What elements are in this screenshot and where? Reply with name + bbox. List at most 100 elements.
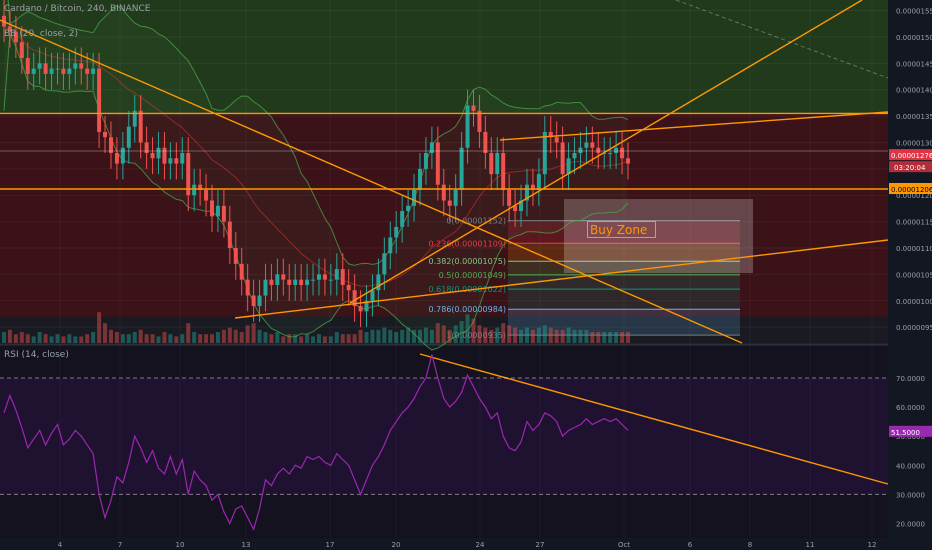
rsi-band-fill: [0, 378, 888, 495]
candle-body: [108, 137, 113, 154]
volume-bar: [542, 325, 547, 343]
candle-body: [388, 237, 393, 254]
candle-body: [180, 153, 185, 164]
candle-body: [263, 279, 268, 296]
volume-bar: [614, 332, 619, 343]
rsi-indicator-label[interactable]: RSI (14, close): [4, 350, 69, 360]
candle-body: [352, 290, 357, 307]
upper-zone-fill: [0, 0, 888, 114]
candle-body: [542, 131, 547, 175]
volume-bar: [596, 332, 601, 343]
bb-upper-line: [7, 0, 629, 266]
volume-bar: [376, 329, 381, 343]
fib-level-label: 0.5(0.00001049): [439, 271, 506, 280]
rsi-tick-label: 40.0000: [896, 462, 925, 470]
time-tick-label: 7: [118, 541, 122, 549]
support-price-badge-text: 0.00001206: [891, 186, 932, 194]
volume-bar: [429, 329, 434, 343]
volume-bar: [406, 327, 411, 343]
volume-bar: [489, 329, 494, 343]
volume-bar: [340, 334, 345, 343]
fib-zone: [508, 243, 740, 262]
candle-body: [150, 153, 155, 159]
trendline: [499, 111, 889, 141]
volume-bar: [495, 327, 500, 343]
volume-bar: [221, 329, 226, 343]
volume-bar: [85, 334, 90, 343]
candle-body: [412, 189, 417, 206]
time-tick-label: 13: [242, 541, 251, 549]
volume-bar: [554, 329, 559, 343]
volume-bar: [358, 329, 363, 343]
candle-body: [483, 131, 488, 154]
volume-bar: [114, 332, 119, 343]
candle-body: [608, 153, 613, 155]
volume-bar: [328, 336, 333, 343]
volume-bar: [162, 332, 167, 343]
candle-body: [394, 226, 399, 238]
volume-bars: [2, 312, 630, 343]
candle-body: [97, 68, 102, 132]
volume-bar: [108, 329, 113, 343]
bb-indicator-label[interactable]: BB (20, close, 2): [4, 29, 79, 39]
volume-bar: [382, 327, 387, 343]
rsi-tick-label: 20.0000: [896, 520, 925, 528]
volume-bar: [275, 332, 280, 343]
buy-zone-box: [564, 199, 753, 273]
volume-bar: [412, 329, 417, 343]
bollinger-bands: [3, 0, 629, 351]
volume-bar: [423, 327, 428, 343]
candle-body: [536, 174, 541, 190]
candle-body: [144, 142, 149, 154]
fib-level-label: 0.786(0.00000984): [429, 305, 507, 314]
rsi-tick-label: 70.0000: [896, 375, 925, 383]
candle-body: [257, 295, 262, 307]
candle-body: [435, 142, 440, 185]
rsi-line: [3, 354, 629, 531]
trendline: [234, 239, 889, 319]
volume-bar: [103, 323, 108, 343]
candle-body: [328, 279, 333, 281]
candle-body: [471, 105, 476, 111]
volume-bar: [269, 334, 274, 343]
fib-zone: [508, 309, 740, 336]
candle-body: [204, 189, 209, 201]
grid-layer: [0, 10, 888, 328]
candle-body: [441, 184, 446, 201]
rsi-tick-label: 60.0000: [896, 404, 925, 412]
candle-body: [91, 68, 96, 74]
volume-bar: [239, 332, 244, 343]
time-tick-label: 11: [806, 541, 815, 549]
rsi-trendline: [419, 353, 889, 485]
volume-bar: [620, 332, 625, 343]
trendline: [349, 0, 863, 304]
last-price-badge: [889, 149, 932, 161]
volume-bar: [67, 334, 72, 343]
volume-bar: [7, 329, 12, 343]
volume-bar: [227, 327, 232, 343]
volume-bar: [210, 334, 214, 343]
candle-body: [299, 279, 304, 285]
time-tick-label: Oct: [618, 541, 630, 549]
lower-zone-fill: [0, 316, 888, 343]
candle-body: [221, 205, 226, 222]
volume-bar: [346, 334, 351, 343]
volume-bar: [91, 332, 96, 343]
candle-body: [239, 263, 244, 280]
candle-body: [334, 269, 339, 280]
candle-body: [114, 153, 119, 164]
trendline: [0, 19, 743, 344]
time-axis-bg: [0, 538, 932, 550]
candle-body: [293, 279, 298, 285]
volume-bar: [519, 329, 524, 343]
volume-bar: [37, 332, 42, 343]
volume-bar: [245, 325, 250, 343]
bb-basis-line: [3, 25, 629, 287]
candle-body: [13, 31, 18, 43]
